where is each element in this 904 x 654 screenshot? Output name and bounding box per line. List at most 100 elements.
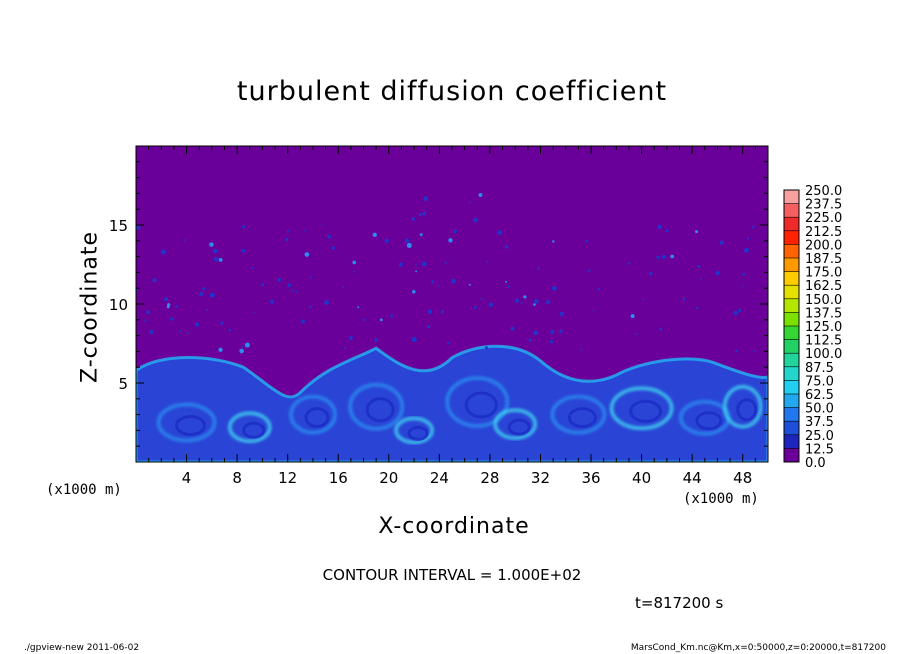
x-tick-label: 8	[232, 469, 242, 487]
turbulence-patch	[548, 349, 551, 352]
turbulence-patch	[186, 332, 189, 335]
turbulence-patch	[431, 280, 435, 284]
turbulence-patch	[504, 245, 509, 249]
turbulence-patch	[321, 224, 323, 227]
turbulence-patch	[630, 314, 635, 319]
footer-right-label: MarsCond_Km.nc@Km,x=0:50000,z=0:20000,t=…	[630, 643, 886, 653]
turbulence-patch	[597, 287, 601, 291]
turbulence-patch	[357, 306, 360, 309]
turbulence-patch	[244, 342, 250, 348]
turbulence-patch	[352, 260, 357, 265]
turbulence-patch	[390, 314, 394, 318]
turbulence-patch	[537, 267, 540, 270]
y-tick-label: 10	[109, 296, 128, 314]
turbulence-patch	[228, 328, 232, 332]
colorbar-label: 250.0	[805, 184, 842, 199]
turbulence-patch	[183, 239, 186, 241]
turbulence-patch	[656, 255, 660, 260]
turbulence-patch	[468, 283, 471, 286]
turbulence-patch	[549, 340, 554, 344]
turbulence-patch	[415, 270, 418, 273]
turbulence-patch	[386, 314, 389, 317]
colorbar-label: 187.5	[805, 252, 842, 267]
turbulence-patch	[753, 349, 756, 352]
turbulence-patch	[514, 298, 520, 303]
turbulence-patch	[473, 305, 477, 309]
turbulence-patch	[286, 230, 290, 233]
turbulence-patch	[559, 311, 565, 317]
turbulence-patch	[505, 280, 508, 283]
eddy-swirl	[609, 386, 674, 431]
colorbar-label: 200.0	[805, 238, 842, 253]
x-tick-label: 24	[430, 469, 449, 487]
turbulence-patch	[661, 254, 666, 259]
turbulence-patch	[309, 276, 312, 279]
eddy-swirl	[156, 402, 217, 443]
colorbar-swatch	[784, 353, 799, 368]
turbulence-patch	[166, 305, 170, 309]
turbulence-patch	[220, 321, 224, 325]
turbulence-patch	[218, 258, 223, 262]
colorbar-swatch	[784, 366, 799, 381]
x-tick-label: 40	[632, 469, 651, 487]
turbulence-patch	[486, 260, 489, 263]
turbulence-patch	[374, 338, 378, 342]
turbulence-patch	[627, 262, 631, 265]
turbulence-patch	[735, 349, 738, 353]
turbulence-patch	[202, 287, 206, 291]
turbulence-patch	[372, 232, 377, 237]
x-axis-label: X-coordinate	[378, 514, 530, 539]
x-tick-label: 44	[683, 469, 702, 487]
turbulence-patch	[291, 289, 294, 292]
turbulence-patch	[194, 322, 200, 327]
eddy-core	[407, 425, 429, 441]
turbulence-patch	[404, 238, 410, 243]
turbulence-patch	[300, 319, 306, 324]
turbulence-patch	[164, 297, 169, 302]
colorbar-label: 237.5	[805, 198, 842, 213]
colorbar-swatch	[784, 326, 799, 340]
turbulence-patch	[143, 319, 146, 322]
turbulence-patch	[170, 317, 174, 321]
colorbar-swatch	[784, 312, 799, 327]
colorbar-label: 62.5	[805, 388, 834, 403]
turbulence-patch	[534, 298, 539, 304]
turbulence-patch	[406, 242, 412, 248]
turbulence-patch	[695, 230, 698, 234]
eddy-swirl	[493, 408, 538, 441]
colorbar-label: 150.0	[805, 293, 842, 308]
turbulence-patch	[510, 326, 515, 331]
turbulence-patch	[179, 330, 182, 332]
colorbar-swatch	[784, 190, 799, 204]
colorbar-swatch	[784, 339, 799, 354]
turbulence-patch	[558, 329, 563, 334]
turbulence-patch	[642, 298, 645, 301]
colorbar-label: 125.0	[805, 320, 842, 335]
turbulence-patch	[485, 346, 488, 349]
turbulence-patch	[746, 237, 750, 240]
turbulence-patch	[697, 265, 701, 268]
y-tick-label: 15	[109, 217, 128, 235]
colorbar-label: 175.0	[805, 266, 842, 281]
colorbar-label: 87.5	[805, 361, 834, 376]
turbulence-patch	[580, 348, 583, 351]
turbulence-patch	[488, 302, 494, 307]
eddy-core	[736, 398, 758, 422]
colorbar-swatch	[784, 298, 799, 313]
eddy-core	[464, 391, 498, 419]
turbulence-patch	[659, 327, 663, 331]
turbulence-patch	[473, 217, 478, 223]
turbulence-patch	[719, 240, 724, 245]
turbulence-patch	[398, 262, 403, 267]
turbulence-patch	[344, 347, 346, 349]
turbulence-patch	[533, 330, 539, 336]
footer-left-label: ./gpview-new 2011-06-02	[24, 643, 140, 653]
turbulence-patch	[214, 256, 219, 262]
turbulence-patch	[331, 246, 336, 250]
turbulence-patch	[715, 270, 720, 276]
turbulence-patch	[468, 201, 471, 204]
turbulence-patch	[546, 299, 551, 305]
contour-interval-label: CONTOUR INTERVAL = 1.000E+02	[322, 566, 582, 584]
turbulence-patch	[480, 298, 483, 301]
eddy-core	[365, 397, 395, 423]
